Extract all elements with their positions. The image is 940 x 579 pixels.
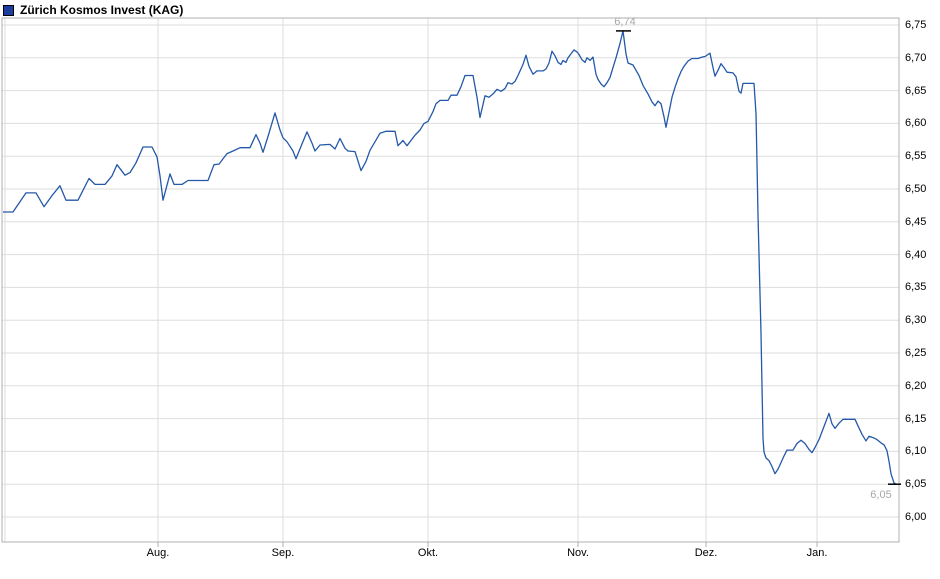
x-axis-label: Aug. xyxy=(146,547,170,559)
chart-header: Zürich Kosmos Invest (KAG) xyxy=(3,3,183,17)
y-axis-label: 6,75 xyxy=(905,19,927,31)
y-axis-label: 6,20 xyxy=(905,379,927,392)
extreme-value-label: 6,05 xyxy=(870,489,892,501)
y-axis-label: 6,70 xyxy=(905,51,927,64)
y-axis-label: 6,30 xyxy=(905,314,927,327)
x-axis-label: Jan. xyxy=(806,547,828,559)
y-axis-label: 6,50 xyxy=(905,183,927,195)
extreme-value-label: 6,74 xyxy=(614,16,636,28)
price-line xyxy=(3,30,897,485)
y-axis-label: 6,10 xyxy=(905,445,927,458)
y-axis-label: 6,15 xyxy=(905,412,927,425)
y-axis-label: 6,60 xyxy=(905,117,927,130)
x-axis-label: Okt. xyxy=(417,547,439,559)
y-axis-label: 6,40 xyxy=(905,248,927,261)
y-axis-label: 6,35 xyxy=(905,281,927,294)
plot-border xyxy=(1,17,900,543)
y-axis-label: 6,45 xyxy=(905,215,927,228)
x-axis-label: Sep. xyxy=(271,547,295,559)
y-axis-label: 6,65 xyxy=(905,84,927,97)
chart-title: Zürich Kosmos Invest (KAG) xyxy=(20,3,184,17)
y-axis-label: 6,25 xyxy=(905,347,927,359)
y-axis-label: 6,55 xyxy=(905,150,927,163)
x-axis-label: Nov. xyxy=(567,547,589,559)
series-legend-icon xyxy=(3,4,14,16)
y-axis-label: 6,05 xyxy=(905,478,927,491)
x-axis-label: Dez. xyxy=(694,547,718,559)
y-axis-label: 6,00 xyxy=(905,511,927,523)
